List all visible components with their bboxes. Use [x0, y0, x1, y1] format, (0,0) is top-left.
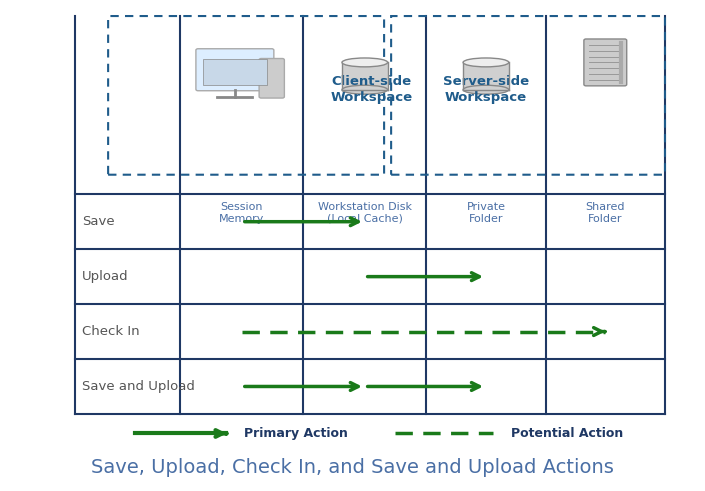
Text: Save: Save	[82, 215, 115, 228]
Text: Save, Upload, Check In, and Save and Upload Actions: Save, Upload, Check In, and Save and Upl…	[91, 458, 614, 477]
Text: Session
Memory: Session Memory	[219, 202, 264, 224]
Text: Client-side
Workspace: Client-side Workspace	[331, 75, 413, 104]
Bar	[203, 58, 266, 85]
Ellipse shape	[342, 85, 388, 94]
Ellipse shape	[463, 58, 509, 67]
Text: Private
Folder: Private Folder	[467, 202, 505, 224]
Text: Save and Upload: Save and Upload	[82, 380, 195, 393]
Ellipse shape	[463, 85, 509, 94]
FancyBboxPatch shape	[196, 49, 274, 91]
Text: Primary Action: Primary Action	[244, 427, 348, 440]
Bar	[342, 62, 388, 90]
Ellipse shape	[342, 58, 388, 67]
Bar	[463, 62, 509, 90]
Text: Upload: Upload	[82, 270, 129, 283]
Text: Check In: Check In	[82, 325, 140, 338]
Text: Workstation Disk
(Local Cache): Workstation Disk (Local Cache)	[318, 202, 412, 224]
Text: Shared
Folder: Shared Folder	[586, 202, 625, 224]
FancyBboxPatch shape	[584, 39, 627, 86]
FancyBboxPatch shape	[259, 58, 284, 98]
Text: Potential Action: Potential Action	[510, 427, 623, 440]
Text: Server-side
Workspace: Server-side Workspace	[443, 75, 529, 104]
